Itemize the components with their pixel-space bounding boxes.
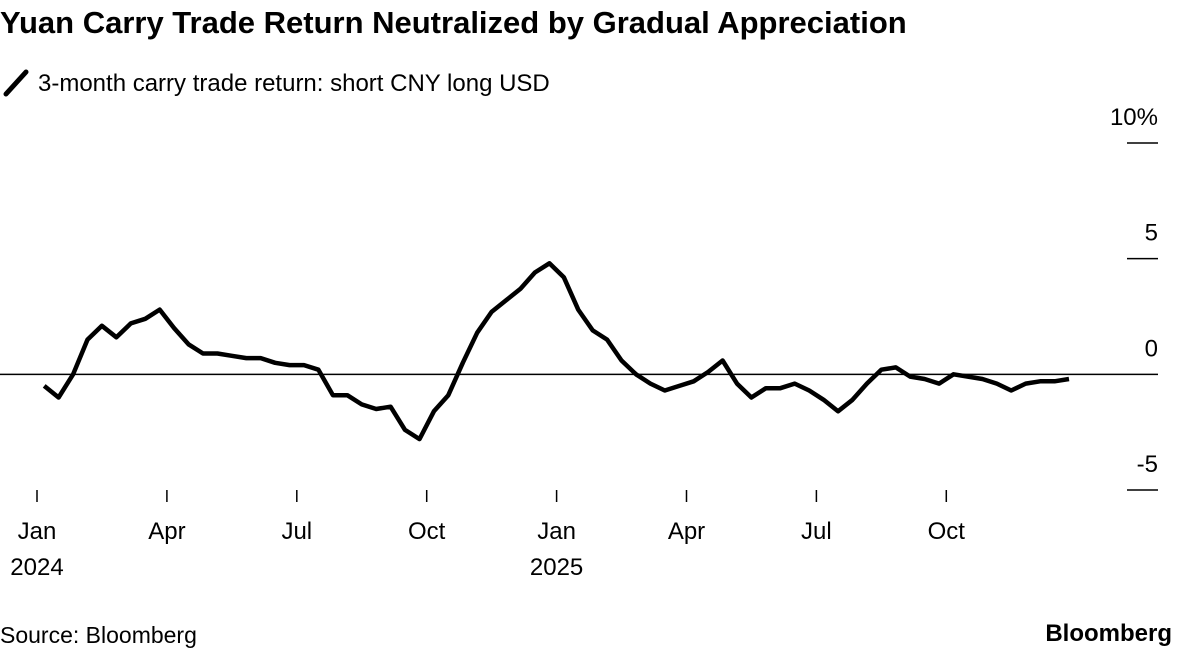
chart-title: Yuan Carry Trade Return Neutralized by G… (0, 5, 907, 40)
y-tick-label: -5 (1137, 451, 1158, 478)
x-tick-year: 2024 (10, 554, 63, 581)
brand: Bloomberg (1045, 620, 1172, 647)
x-tick-label: Oct (408, 518, 446, 545)
x-tick-label: Jan (18, 518, 57, 545)
legend-swatch (3, 69, 29, 97)
x-tick-year: 2025 (530, 554, 583, 581)
x-tick-label: Jan (537, 518, 576, 545)
x-tick-label: Apr (668, 518, 705, 545)
x-tick-label: Jul (801, 518, 832, 545)
x-tick-label: Jul (281, 518, 312, 545)
y-tick-label: 5 (1145, 220, 1158, 247)
y-tick-label: 10% (1110, 104, 1158, 131)
x-tick-label: Apr (148, 518, 185, 545)
x-tick-label: Oct (928, 518, 966, 545)
y-tick-label: 0 (1145, 335, 1158, 362)
legend-label: 3-month carry trade return: short CNY lo… (38, 70, 550, 97)
source: Source: Bloomberg (0, 622, 197, 648)
data-line (42, 261, 1070, 442)
